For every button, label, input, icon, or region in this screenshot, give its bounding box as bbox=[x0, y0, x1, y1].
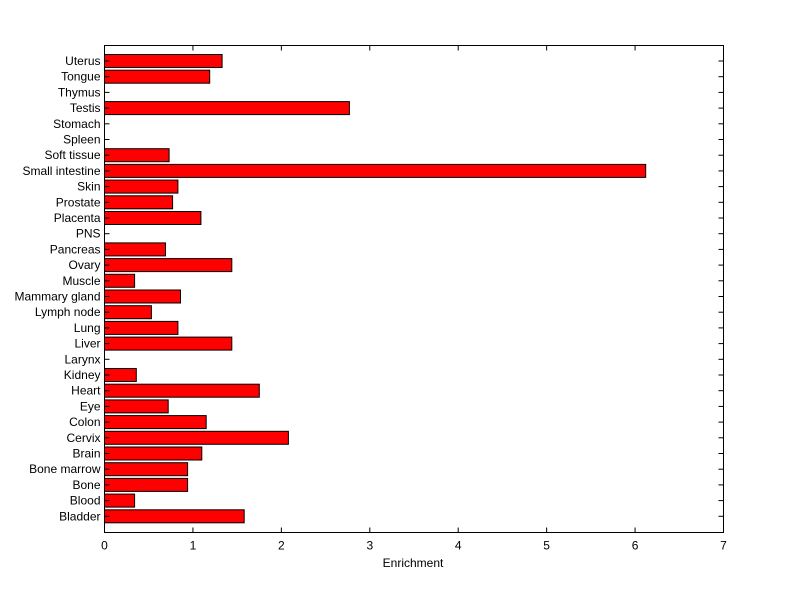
x-tick-label: 4 bbox=[455, 539, 462, 553]
bar-prostate bbox=[104, 195, 174, 210]
y-tick-label-prostate: Prostate bbox=[56, 195, 101, 209]
bar-lung bbox=[104, 320, 179, 335]
y-tick-label-colon: Colon bbox=[69, 415, 100, 429]
bar-liver bbox=[104, 336, 233, 351]
bar-lymph-node bbox=[104, 305, 152, 320]
y-tick-label-liver: Liver bbox=[74, 337, 100, 351]
y-tick-label-testis: Testis bbox=[70, 101, 101, 115]
y-tick-label-muscle: Muscle bbox=[62, 274, 100, 288]
y-tick-label-pancreas: Pancreas bbox=[50, 242, 101, 256]
bar-bladder bbox=[104, 509, 245, 524]
bar-small-intestine bbox=[104, 163, 647, 178]
y-tick-label-pns: PNS bbox=[76, 227, 101, 241]
x-tick-label: 1 bbox=[190, 539, 197, 553]
x-tick-label: 6 bbox=[632, 539, 639, 553]
y-tick-label-tongue: Tongue bbox=[61, 70, 101, 84]
y-tick-label-bladder: Bladder bbox=[59, 509, 100, 523]
x-tick-label: 2 bbox=[278, 539, 285, 553]
bar-eye bbox=[104, 399, 169, 414]
y-tick-label-thymus: Thymus bbox=[58, 85, 101, 99]
bar-soft-tissue bbox=[104, 148, 170, 163]
y-tick-label-kidney: Kidney bbox=[64, 368, 101, 382]
y-tick-label-bone-marrow: Bone marrow bbox=[29, 462, 101, 476]
bar-brain bbox=[104, 446, 203, 461]
y-tick-label-ovary: Ovary bbox=[68, 258, 100, 272]
x-tick-label: 5 bbox=[543, 539, 550, 553]
y-tick-label-placenta: Placenta bbox=[54, 211, 101, 225]
y-tick-label-soft-tissue: Soft tissue bbox=[44, 148, 100, 162]
bar-uterus bbox=[104, 54, 223, 68]
bar-mammary-gland bbox=[104, 289, 181, 304]
x-axis-label: Enrichment bbox=[383, 556, 444, 570]
y-tick-label-heart: Heart bbox=[71, 384, 101, 398]
bar-bone bbox=[104, 477, 189, 492]
x-tick-label: 3 bbox=[366, 539, 373, 553]
y-tick-label-larynx: Larynx bbox=[64, 352, 100, 366]
bars-group bbox=[104, 54, 647, 524]
bar-testis bbox=[104, 101, 350, 116]
x-tick-label: 0 bbox=[101, 539, 108, 553]
y-tick-label-skin: Skin bbox=[77, 180, 100, 194]
plot-frame bbox=[104, 45, 724, 533]
y-tick-label-cervix: Cervix bbox=[66, 431, 100, 445]
y-tick-label-bone: Bone bbox=[72, 478, 100, 492]
y-tick-label-mammary-gland: Mammary gland bbox=[14, 290, 100, 304]
y-tick-label-uterus: Uterus bbox=[65, 54, 100, 68]
bar-tongue bbox=[104, 69, 211, 84]
x-tick-label: 7 bbox=[720, 539, 727, 553]
bar-bone-marrow bbox=[104, 462, 189, 477]
bar-colon bbox=[104, 415, 207, 430]
y-tick-label-blood: Blood bbox=[70, 494, 101, 508]
x-axis-ticks: 0 1 2 3 4 5 6 7 bbox=[101, 45, 727, 553]
bar-cervix bbox=[104, 430, 289, 445]
y-tick-label-lymph-node: Lymph node bbox=[35, 305, 101, 319]
y-tick-label-spleen: Spleen bbox=[63, 133, 100, 147]
y-tick-label-eye: Eye bbox=[80, 399, 101, 413]
bar-skin bbox=[104, 179, 179, 194]
y-tick-label-brain: Brain bbox=[72, 447, 100, 461]
bar-pancreas bbox=[104, 242, 166, 257]
y-tick-label-stomach: Stomach bbox=[53, 117, 100, 131]
y-tick-label-small-intestine: Small intestine bbox=[22, 164, 100, 178]
bar-placenta bbox=[104, 211, 202, 225]
bar-ovary bbox=[104, 258, 233, 273]
y-tick-label-lung: Lung bbox=[74, 321, 101, 335]
bar-heart bbox=[104, 383, 260, 398]
